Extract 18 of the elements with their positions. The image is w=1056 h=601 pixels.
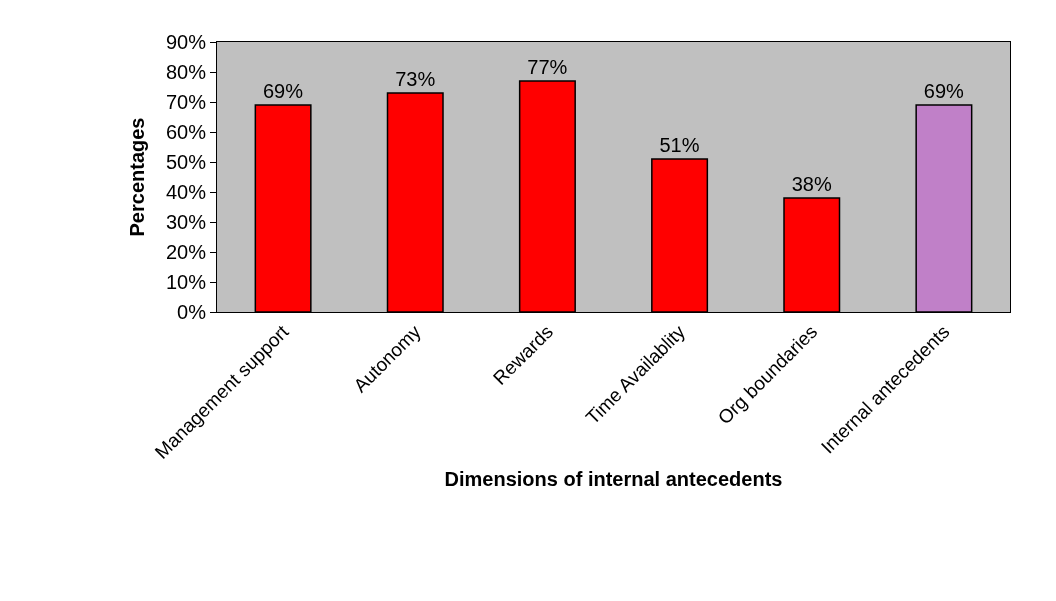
y-axis-title: Percentages [126,117,149,237]
data-label: 38% [791,173,832,195]
y-tick-label: 30% [165,211,207,233]
y-tick-label: 0% [177,301,207,323]
y-tick-label: 80% [165,61,207,83]
x-axis-title: Dimensions of internal antecedents [444,468,783,491]
data-label: 77% [527,56,568,78]
y-tick-label: 10% [165,271,207,293]
y-tick-label: 60% [165,121,207,143]
y-tick-label: 90% [165,31,207,53]
y-tick-label: 20% [165,241,207,263]
y-tick-label: 70% [165,91,207,113]
y-tick-label: 50% [165,151,207,173]
y-tick-label: 40% [165,181,207,203]
data-label: 73% [395,68,436,90]
data-label: 51% [659,134,700,156]
data-label: 69% [923,80,965,102]
data-label: 69% [262,80,304,102]
